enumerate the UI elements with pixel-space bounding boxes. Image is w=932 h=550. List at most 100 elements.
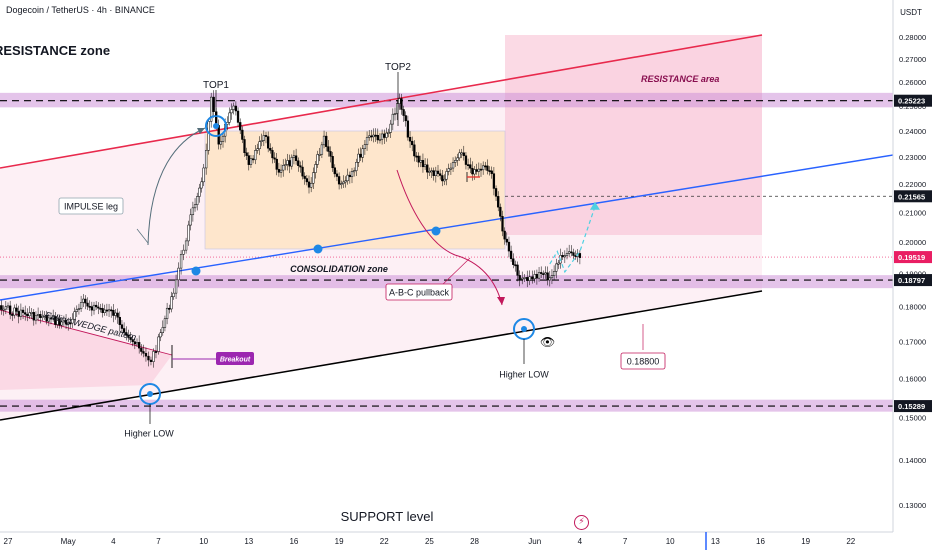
candle-body	[537, 272, 541, 279]
price-tag-label: 0.15289	[898, 402, 925, 411]
candle-body	[350, 170, 354, 178]
candle-body	[187, 224, 190, 242]
candle-body	[462, 152, 465, 156]
candle-body	[6, 305, 10, 308]
candle-body	[99, 307, 102, 310]
candle-body	[277, 169, 281, 173]
candle-body	[406, 120, 410, 138]
target-price-label-box	[620, 352, 666, 370]
candle-body	[264, 135, 268, 137]
lightning-icon[interactable]: ⚡	[574, 515, 589, 530]
candle-body	[342, 181, 345, 184]
candle-body	[228, 112, 231, 123]
candle-body	[355, 162, 358, 171]
candle-body	[544, 272, 547, 275]
candle-body	[258, 141, 261, 150]
candle-body	[546, 272, 549, 281]
candle-body	[294, 155, 298, 161]
candle-body	[47, 317, 51, 322]
candle-body	[501, 216, 504, 232]
support-trendline	[0, 290, 763, 421]
candle-body	[105, 309, 109, 312]
y-tick-label: 0.27000	[899, 55, 926, 64]
candle-body	[97, 306, 100, 309]
candle-body	[241, 129, 244, 140]
symbol-header[interactable]: Dogecoin / TetherUS · 4h · BINANCE	[6, 5, 155, 15]
candle-body	[331, 156, 334, 168]
candle-body	[353, 170, 356, 173]
candle-body	[400, 98, 403, 110]
candle-body	[387, 132, 390, 134]
candle-body	[322, 135, 326, 146]
y-tick-label: 0.21000	[899, 208, 926, 217]
top1-label: TOP1	[203, 80, 229, 91]
candle-body	[210, 96, 213, 122]
candle-body	[125, 332, 128, 336]
candle-body	[310, 183, 313, 188]
resistance-area-box	[505, 35, 762, 235]
resistance-trendline	[0, 34, 763, 169]
candle-body	[479, 168, 483, 171]
candle-body	[247, 155, 250, 165]
candle-body	[303, 175, 306, 179]
y-tick-label: 0.14000	[899, 456, 926, 465]
candle-body	[449, 167, 453, 170]
candle-body	[288, 160, 291, 167]
breakout-label: Breakout	[220, 357, 251, 364]
y-tick-label: 0.28000	[899, 33, 926, 42]
channel-touch-dot	[191, 266, 201, 276]
candle-body	[340, 183, 343, 186]
candle-body	[24, 312, 27, 315]
candle-body	[299, 165, 302, 168]
candle-body	[374, 134, 377, 137]
candle-body	[385, 132, 388, 138]
candle-body	[36, 314, 40, 317]
candle-body	[230, 109, 233, 114]
candle-body	[172, 292, 175, 298]
candle-body	[542, 273, 545, 276]
price-tag-bg	[894, 190, 932, 203]
candle-body	[103, 309, 106, 313]
candle-body	[58, 318, 61, 326]
candle-body	[56, 318, 59, 325]
candle-body	[86, 302, 89, 307]
resistance-band	[0, 92, 893, 108]
candle-body	[236, 110, 240, 123]
candle-body	[60, 321, 63, 326]
candle-body	[561, 255, 564, 258]
candle-body	[28, 312, 31, 317]
candle-body	[284, 164, 287, 166]
candle-body	[471, 167, 474, 175]
candle-body	[428, 171, 431, 173]
candle-body	[159, 332, 162, 338]
candle-body	[234, 105, 238, 112]
candle-body	[21, 309, 25, 313]
candle-body	[39, 314, 42, 318]
candle-body	[193, 204, 197, 209]
candle-body	[344, 180, 347, 183]
candle-body	[129, 337, 132, 340]
candle-body	[492, 173, 496, 189]
target-price-label: 0.18800	[627, 357, 660, 367]
projection-path	[549, 206, 596, 274]
candle-body	[439, 173, 442, 176]
candle-body	[509, 250, 513, 260]
y-tick-label: 0.23000	[899, 153, 926, 162]
candle-body	[131, 339, 134, 342]
candle-body	[54, 316, 57, 325]
candle-body	[413, 144, 416, 157]
candle-body	[301, 166, 304, 177]
x-tick-label: 4	[578, 537, 583, 546]
candle-body	[514, 264, 517, 267]
candle-body	[469, 164, 472, 169]
candle-body	[473, 169, 476, 175]
candle-body	[52, 316, 55, 319]
candle-body	[402, 109, 405, 116]
x-tick-label: 22	[846, 537, 855, 546]
candle-body	[535, 274, 539, 279]
candle-body	[77, 308, 81, 311]
candle-body	[540, 272, 543, 274]
candle-body	[269, 147, 272, 151]
